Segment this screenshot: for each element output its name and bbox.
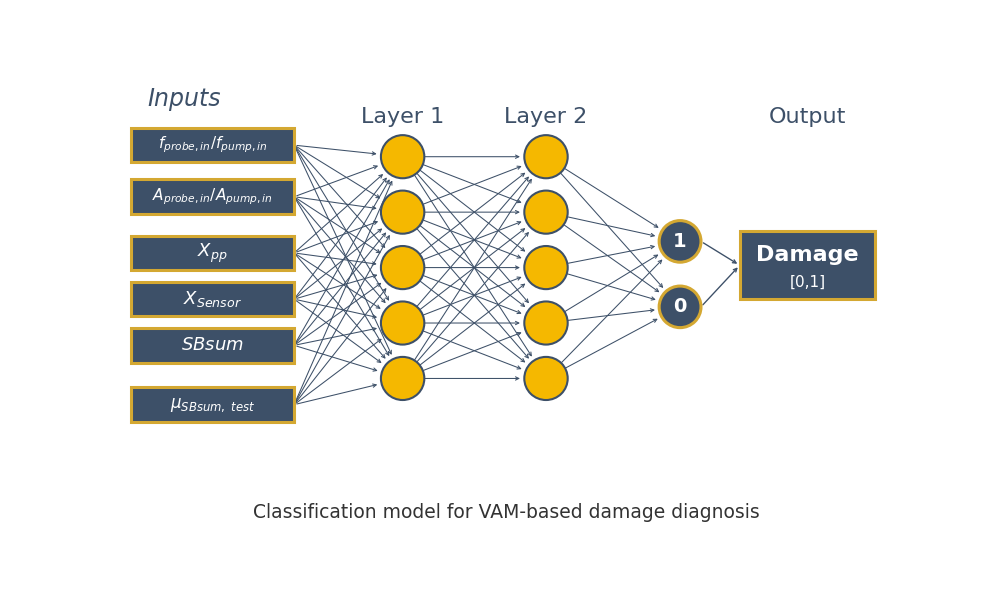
Circle shape <box>659 286 701 328</box>
Circle shape <box>659 221 701 262</box>
Text: Output: Output <box>768 107 847 127</box>
Text: $f_{probe,in}/f_{pump,in}$: $f_{probe,in}/f_{pump,in}$ <box>158 135 268 155</box>
Text: 1: 1 <box>674 232 687 251</box>
Text: $SBsum$: $SBsum$ <box>181 337 244 355</box>
Text: $X_{pp}$: $X_{pp}$ <box>198 241 228 265</box>
Text: Inputs: Inputs <box>147 87 221 111</box>
Circle shape <box>524 135 568 178</box>
Circle shape <box>381 357 424 400</box>
Circle shape <box>381 191 424 234</box>
Circle shape <box>524 357 568 400</box>
FancyBboxPatch shape <box>132 128 294 163</box>
Text: Damage: Damage <box>757 245 858 265</box>
Text: 0: 0 <box>674 298 686 316</box>
FancyBboxPatch shape <box>740 232 875 299</box>
FancyBboxPatch shape <box>132 388 294 422</box>
Text: $A_{probe,in}/A_{pump,in}$: $A_{probe,in}/A_{pump,in}$ <box>152 187 273 207</box>
Circle shape <box>524 191 568 234</box>
FancyBboxPatch shape <box>132 179 294 214</box>
Circle shape <box>381 135 424 178</box>
Circle shape <box>381 246 424 289</box>
Text: Layer 2: Layer 2 <box>504 107 587 127</box>
Circle shape <box>524 246 568 289</box>
FancyBboxPatch shape <box>132 282 294 316</box>
Text: Layer 1: Layer 1 <box>361 107 444 127</box>
Text: [0,1]: [0,1] <box>789 275 826 290</box>
Circle shape <box>524 301 568 344</box>
Circle shape <box>381 301 424 344</box>
FancyBboxPatch shape <box>132 328 294 362</box>
Text: $X_{Sensor}$: $X_{Sensor}$ <box>183 289 242 309</box>
FancyBboxPatch shape <box>132 236 294 270</box>
Text: $\mu_{SBsum,\ test}$: $\mu_{SBsum,\ test}$ <box>170 395 255 413</box>
Text: Classification model for VAM-based damage diagnosis: Classification model for VAM-based damag… <box>253 503 761 522</box>
